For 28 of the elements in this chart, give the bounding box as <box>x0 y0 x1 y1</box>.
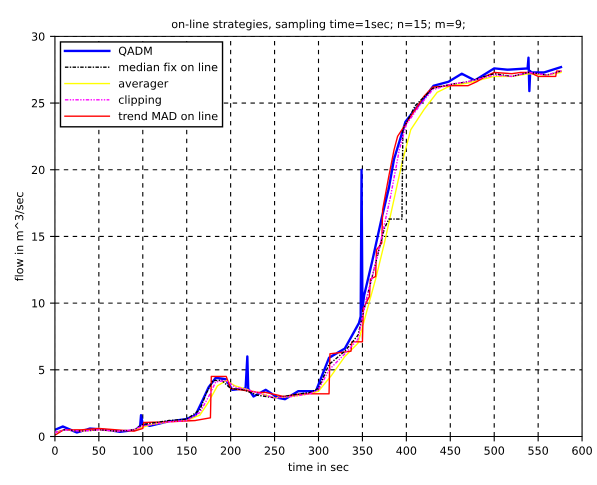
legend-label: clipping <box>118 95 161 106</box>
y-tick-label: 10 <box>32 299 44 308</box>
x-tick-label: 250 <box>264 446 284 455</box>
y-axis-title: flow in m^3/sec <box>14 192 24 282</box>
y-tick-label: 0 <box>38 432 44 441</box>
legend-label: averager <box>118 81 168 90</box>
chart-title: on-line strategies, sampling time=1sec; n=15; m=9; <box>172 20 464 30</box>
x-tick-label: 150 <box>177 446 197 455</box>
x-tick-label: 550 <box>528 446 548 455</box>
x-tick-label: 350 <box>352 446 372 455</box>
x-tick-label: 450 <box>440 446 460 455</box>
legend-label: QADM <box>118 46 152 56</box>
x-tick-label: 100 <box>133 446 153 455</box>
legend-label: trend MAD on line <box>118 112 218 120</box>
y-tick-label: 15 <box>32 232 44 241</box>
y-tick-label: 5 <box>38 366 44 374</box>
y-tick-label: 20 <box>32 166 44 174</box>
x-tick-label: 50 <box>92 446 106 455</box>
legend-label: median fix on line <box>119 62 218 72</box>
y-tick-label: 30 <box>32 32 44 41</box>
x-tick-label: 600 <box>572 446 592 455</box>
x-axis-title: time in sec <box>288 462 348 472</box>
x-tick-label: 300 <box>308 446 328 455</box>
x-tick-label: 400 <box>396 446 416 455</box>
x-tick-label: 500 <box>484 446 504 455</box>
x-tick-label: 0 <box>52 446 58 455</box>
x-tick-label: 200 <box>220 446 241 455</box>
y-tick-label: 25 <box>32 99 44 108</box>
